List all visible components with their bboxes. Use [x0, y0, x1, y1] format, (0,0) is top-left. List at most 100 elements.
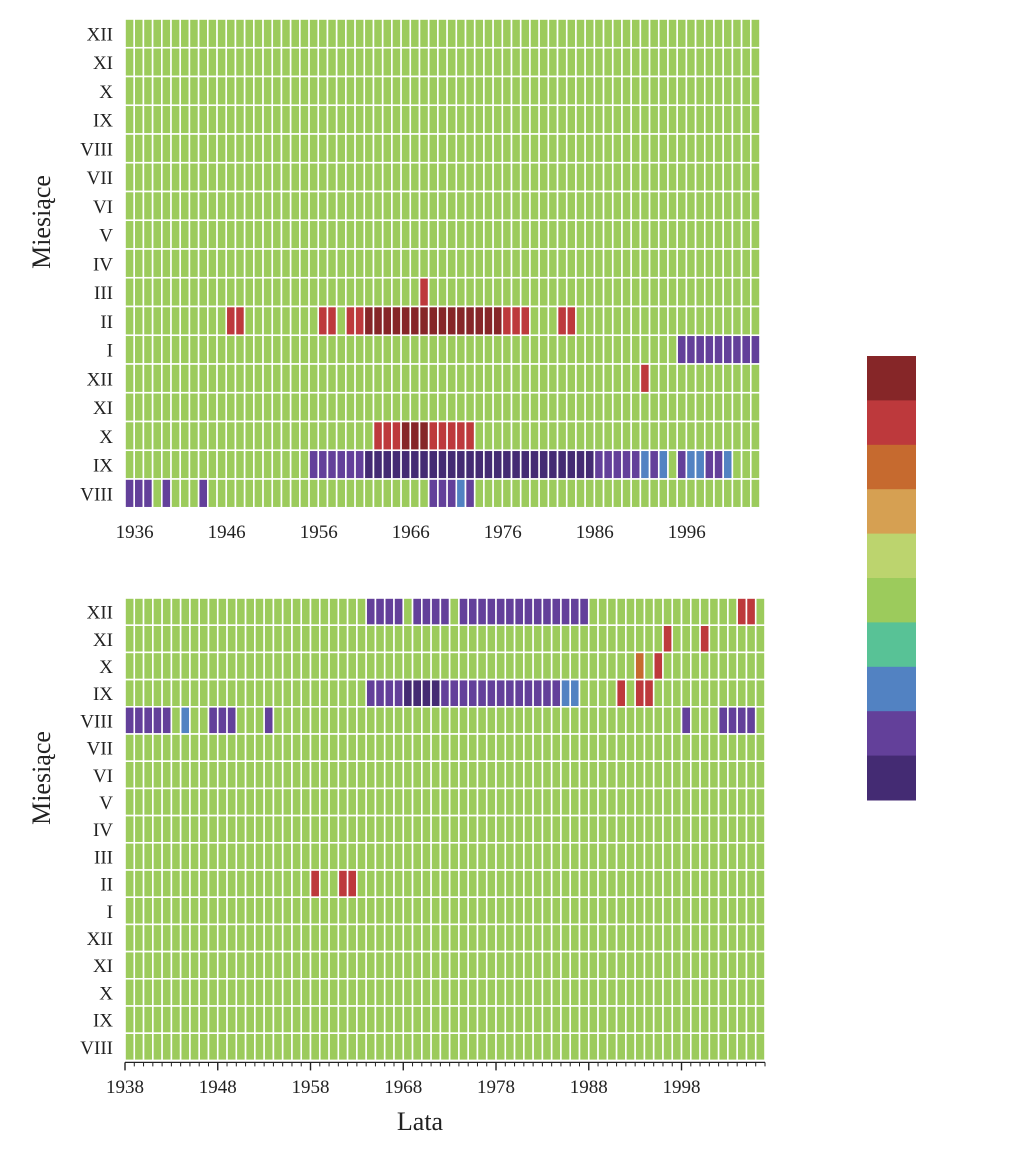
heatmap-cell	[671, 705, 683, 735]
heatmap-cell	[281, 760, 293, 790]
heatmap-cell	[418, 75, 430, 107]
heatmap-cell	[731, 305, 743, 337]
heatmap-cell	[430, 651, 442, 681]
heatmap-cell	[476, 950, 488, 980]
heatmap-cell	[483, 449, 494, 480]
month-label: XII	[87, 929, 113, 950]
heatmap-cell	[437, 190, 448, 222]
heatmap-cell	[597, 787, 609, 817]
heatmap-cell	[234, 449, 246, 480]
heatmap-cell	[299, 161, 310, 193]
heatmap-cell	[427, 75, 439, 107]
heatmap-cell	[513, 869, 525, 899]
heatmap-cell	[354, 104, 366, 135]
heatmap-cell	[161, 597, 173, 627]
heatmap-cell	[448, 869, 460, 899]
heatmap-cell	[510, 449, 522, 480]
heatmap-cell	[281, 651, 293, 681]
heatmap-cell	[254, 678, 265, 708]
heatmap-cell	[383, 841, 395, 871]
heatmap-cell	[142, 478, 154, 509]
heatmap-cell	[699, 733, 711, 763]
heatmap-cell	[648, 248, 660, 279]
heatmap-cell	[439, 678, 451, 708]
heatmap-cell	[207, 896, 219, 926]
heatmap-cell	[354, 305, 366, 337]
heatmap-cell	[430, 597, 442, 627]
heatmap-cell	[225, 219, 237, 250]
heatmap-cell	[243, 420, 255, 452]
heatmap-cell	[680, 923, 692, 953]
y-axis-title: Miesiące	[27, 175, 56, 269]
heatmap-cell	[713, 161, 724, 193]
heatmap-cell	[226, 787, 238, 817]
heatmap-cell	[326, 363, 338, 394]
heatmap-cell	[722, 420, 734, 452]
heatmap-cell	[234, 219, 246, 250]
heatmap-cell	[254, 760, 265, 790]
heatmap-cell	[671, 869, 683, 899]
heatmap-cell	[124, 449, 135, 480]
heatmap-cell	[365, 678, 377, 708]
heatmap-cell	[188, 18, 200, 49]
heatmap-cell	[547, 449, 559, 480]
heatmap-cell	[611, 248, 623, 279]
heatmap-cell	[189, 841, 201, 871]
heatmap-cell	[271, 104, 283, 135]
heatmap-cell	[722, 46, 734, 78]
heatmap-cell	[550, 624, 562, 654]
heatmap-cell	[593, 248, 605, 279]
heatmap-cell	[124, 190, 135, 222]
x-tick-label: 1996	[668, 522, 706, 543]
heatmap-cell	[280, 305, 292, 337]
heatmap-cell	[427, 391, 439, 423]
heatmap-cell	[365, 814, 377, 844]
month-label: XII	[87, 369, 113, 390]
heatmap-cell	[501, 276, 513, 308]
heatmap-cell	[318, 651, 330, 681]
heatmap-cell	[226, 733, 238, 763]
heatmap-cell	[337, 678, 349, 708]
heatmap-cell	[703, 449, 715, 480]
heatmap-cell	[657, 248, 669, 279]
heatmap-cell	[363, 75, 375, 107]
heatmap-cell	[458, 787, 469, 817]
heatmap-cell	[308, 420, 320, 452]
heatmap-cell	[560, 760, 572, 790]
heatmap-cell	[391, 219, 402, 250]
heatmap-cell	[448, 1032, 460, 1062]
heatmap-cell	[529, 219, 540, 250]
heatmap-cell	[584, 478, 596, 509]
heatmap-cell	[727, 841, 738, 871]
heatmap-cell	[667, 161, 678, 193]
heatmap-cell	[621, 420, 632, 452]
heatmap-cell	[170, 1032, 182, 1062]
heatmap-cell	[662, 1005, 674, 1035]
heatmap-cell	[513, 1005, 525, 1035]
heatmap-cell	[124, 705, 136, 735]
heatmap-cell	[365, 624, 377, 654]
heatmap-cell	[430, 760, 442, 790]
heatmap-cell	[161, 841, 173, 871]
heatmap-cell	[381, 248, 393, 279]
heatmap-cell	[216, 950, 228, 980]
heatmap-cell	[667, 334, 678, 365]
heatmap-cell	[483, 276, 494, 308]
heatmap-cell	[346, 1032, 358, 1062]
month-label: V	[99, 793, 113, 814]
heatmap-cell	[170, 624, 182, 654]
month-label: VI	[93, 766, 113, 787]
heatmap-cell	[427, 334, 439, 365]
heatmap-cell	[722, 248, 734, 279]
heatmap-cell	[262, 449, 274, 480]
heatmap-cell	[740, 363, 752, 394]
heatmap-cell	[300, 841, 312, 871]
heatmap-cell	[308, 363, 320, 394]
heatmap-cell	[216, 1005, 228, 1035]
heatmap-cell	[560, 841, 572, 871]
heatmap-cell	[510, 18, 522, 49]
heatmap-cell	[328, 597, 340, 627]
heatmap-cell	[464, 420, 476, 452]
heatmap-cell	[492, 391, 504, 423]
